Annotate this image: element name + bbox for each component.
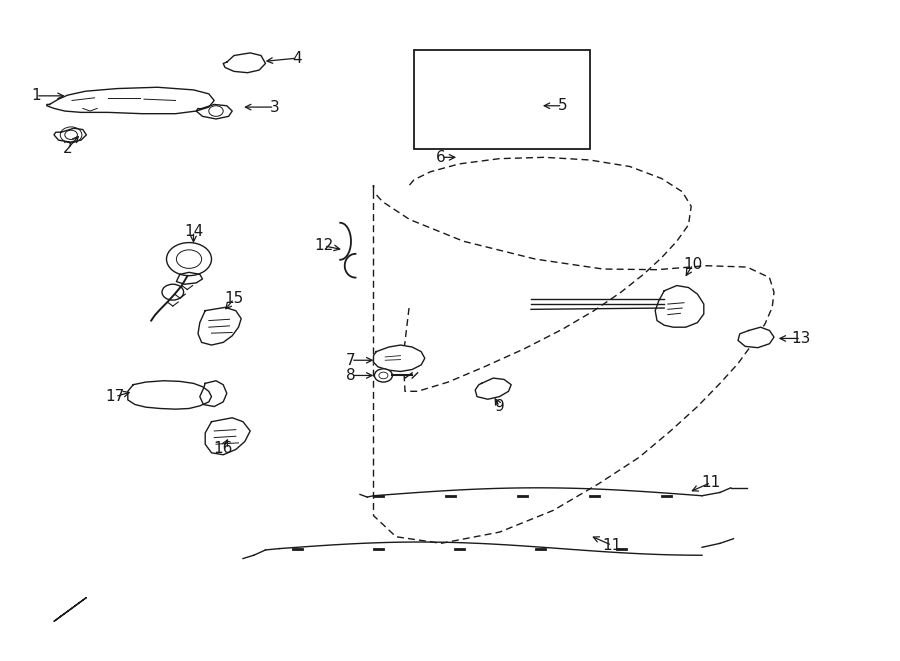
Text: 2: 2	[63, 141, 72, 156]
Polygon shape	[655, 286, 704, 327]
Circle shape	[166, 243, 212, 276]
Text: 5: 5	[558, 98, 567, 113]
Polygon shape	[128, 381, 212, 409]
Polygon shape	[738, 327, 774, 348]
Text: 9: 9	[495, 399, 504, 414]
Circle shape	[486, 58, 518, 81]
Polygon shape	[196, 104, 232, 119]
Text: 1: 1	[32, 89, 40, 103]
Text: 13: 13	[791, 331, 811, 346]
Text: 11: 11	[602, 538, 622, 553]
Circle shape	[467, 105, 496, 126]
Polygon shape	[198, 307, 241, 345]
Polygon shape	[176, 272, 202, 284]
Polygon shape	[54, 598, 86, 621]
Text: 16: 16	[213, 441, 233, 455]
Text: 3: 3	[270, 100, 279, 114]
Polygon shape	[205, 418, 250, 455]
Circle shape	[423, 56, 459, 83]
Polygon shape	[223, 53, 266, 73]
Text: 7: 7	[346, 353, 356, 368]
Text: 17: 17	[105, 389, 125, 404]
Text: 14: 14	[184, 224, 203, 239]
Polygon shape	[445, 134, 464, 144]
Text: 4: 4	[292, 51, 302, 65]
Polygon shape	[200, 381, 227, 407]
Polygon shape	[504, 87, 526, 101]
Text: 10: 10	[683, 257, 703, 272]
Text: 8: 8	[346, 368, 356, 383]
Text: 11: 11	[701, 475, 721, 490]
Polygon shape	[54, 128, 86, 142]
Text: 15: 15	[224, 292, 244, 306]
Text: 6: 6	[436, 150, 446, 165]
Polygon shape	[475, 378, 511, 399]
Polygon shape	[421, 83, 473, 109]
Bar	[414, 50, 590, 149]
Text: 12: 12	[314, 239, 334, 253]
Polygon shape	[47, 87, 214, 114]
Circle shape	[374, 369, 392, 382]
Polygon shape	[374, 345, 425, 371]
